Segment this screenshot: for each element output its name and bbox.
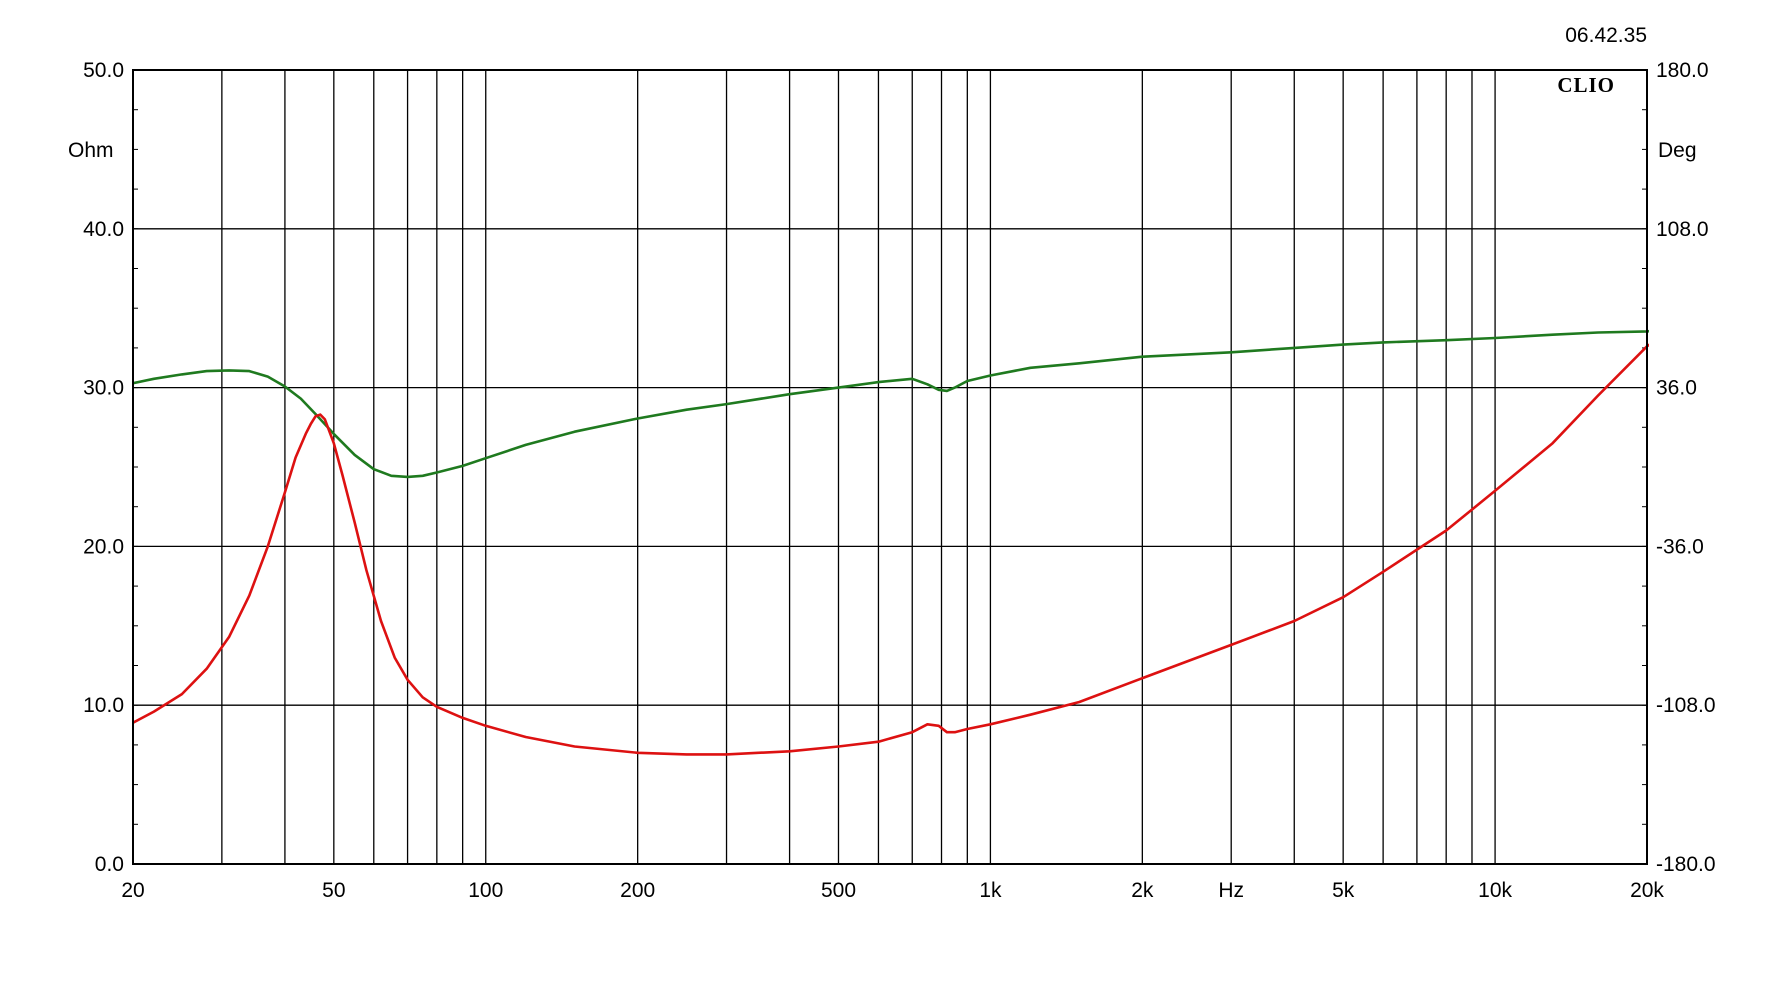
x-tick-label: 20k (1630, 879, 1664, 902)
clio-brand: CLIO (1557, 73, 1615, 97)
right-tick-label: 180.0 (1656, 59, 1709, 82)
x-axis-unit-label: Hz (1218, 879, 1244, 902)
x-tick-label: 20 (121, 879, 144, 902)
right-tick-label: -108.0 (1656, 694, 1716, 717)
curves (133, 329, 1649, 756)
x-tick-label: 500 (821, 879, 856, 902)
left-tick-label: 10.0 (83, 694, 124, 717)
timestamp: 06.42.35 (1565, 24, 1647, 47)
x-tick-label: 200 (620, 879, 655, 902)
right-tick-label: -180.0 (1656, 853, 1716, 876)
left-axis-label: Ohm (68, 139, 114, 162)
left-tick-label: 40.0 (83, 218, 124, 241)
right-tick-label: -36.0 (1656, 535, 1704, 558)
x-tick-label: 100 (468, 879, 503, 902)
left-axis-ticks: 0.0 10.0 20.0 30.0 40.0 50.0 (83, 59, 124, 876)
right-tick-label: 36.0 (1656, 377, 1697, 400)
x-tick-label: 5k (1332, 879, 1355, 902)
phase-curve (133, 329, 1649, 479)
right-axis-ticks: -180.0 -108.0 -36.0 36.0 108.0 180.0 (1656, 59, 1716, 876)
x-axis-ticks: 20 50 100 200 500 1k 2k 5k 10k 20k Hz (121, 879, 1664, 902)
left-tick-label: 30.0 (83, 377, 124, 400)
grid-lines (133, 69, 1647, 865)
x-tick-label: 2k (1131, 879, 1154, 902)
left-tick-label: 50.0 (83, 59, 124, 82)
x-tick-label: 10k (1478, 879, 1512, 902)
left-tick-label: 0.0 (95, 853, 124, 876)
left-tick-label: 20.0 (83, 535, 124, 558)
plot-frame (132, 69, 1648, 865)
x-tick-label: 1k (979, 879, 1002, 902)
right-tick-label: 108.0 (1656, 218, 1709, 241)
x-tick-label: 50 (322, 879, 345, 902)
right-axis-label: Deg (1658, 139, 1697, 162)
impedance-curve (133, 343, 1649, 756)
